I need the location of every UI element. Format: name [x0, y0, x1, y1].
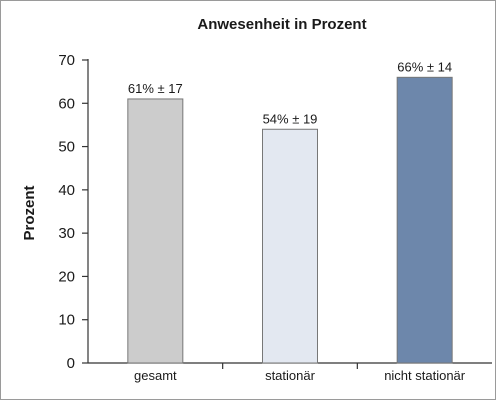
- y-tick-label: 60: [58, 95, 75, 112]
- y-tick-label: 10: [58, 312, 75, 329]
- plot-area: 0 10 20 30 40 50 60 70 61% ± 17 gesamt 54% ± 19 sta…: [58, 52, 492, 383]
- bar: [127, 98, 184, 364]
- y-tick-label: 50: [58, 139, 75, 156]
- y-tick-label: 40: [58, 182, 75, 199]
- data-label: 61% ± 17: [128, 81, 183, 96]
- x-category-label: gesamt: [134, 368, 177, 383]
- data-label: 66% ± 14: [397, 59, 452, 74]
- y-tick-label: 20: [58, 268, 75, 285]
- y-tick-label: 30: [58, 225, 75, 242]
- y-tick-label: 70: [58, 52, 75, 69]
- bar: [396, 76, 453, 364]
- y-tick-label: 0: [67, 355, 75, 372]
- x-category-label: stationär: [265, 368, 316, 383]
- y-axis-label: Prozent: [21, 185, 38, 240]
- x-category-label: nicht stationär: [384, 368, 466, 383]
- bar: [262, 128, 318, 364]
- chart-title: Anwesenheit in Prozent: [197, 16, 366, 33]
- data-label: 54% ± 19: [263, 111, 318, 126]
